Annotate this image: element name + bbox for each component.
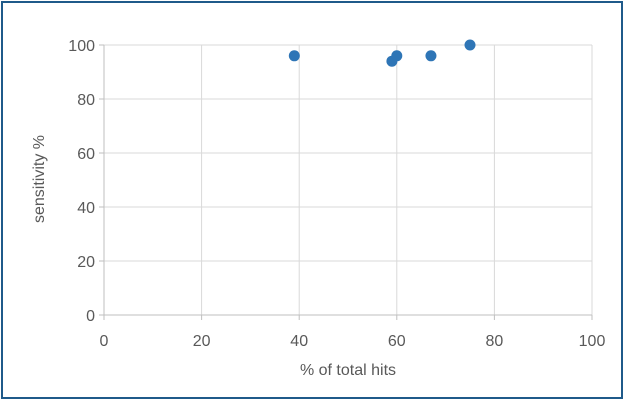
data-points (288, 39, 476, 67)
axes (99, 44, 593, 320)
data-point (288, 50, 300, 62)
y-tick-label: 80 (77, 92, 95, 109)
x-tick-label: 80 (486, 333, 504, 350)
y-tick-label: 100 (68, 38, 95, 55)
y-axis-label: sensitivity % (31, 135, 48, 223)
data-point (425, 50, 437, 62)
x-tick-label: 40 (290, 333, 308, 350)
y-tick-label: 40 (77, 200, 95, 217)
grid-lines (104, 44, 593, 315)
data-point (464, 39, 476, 51)
x-tick-label: 0 (100, 333, 109, 350)
x-tick-label: 60 (388, 333, 406, 350)
x-tick-label: 20 (193, 333, 211, 350)
x-tick-label: 100 (579, 333, 606, 350)
x-axis-label: % of total hits (300, 362, 396, 379)
tick-labels: 0 20 40 60 80 100 0 20 40 60 80 100 (68, 38, 605, 350)
y-tick-label: 0 (86, 308, 95, 325)
y-tick-label: 60 (77, 146, 95, 163)
y-tick-label: 20 (77, 254, 95, 271)
data-point (391, 50, 403, 62)
